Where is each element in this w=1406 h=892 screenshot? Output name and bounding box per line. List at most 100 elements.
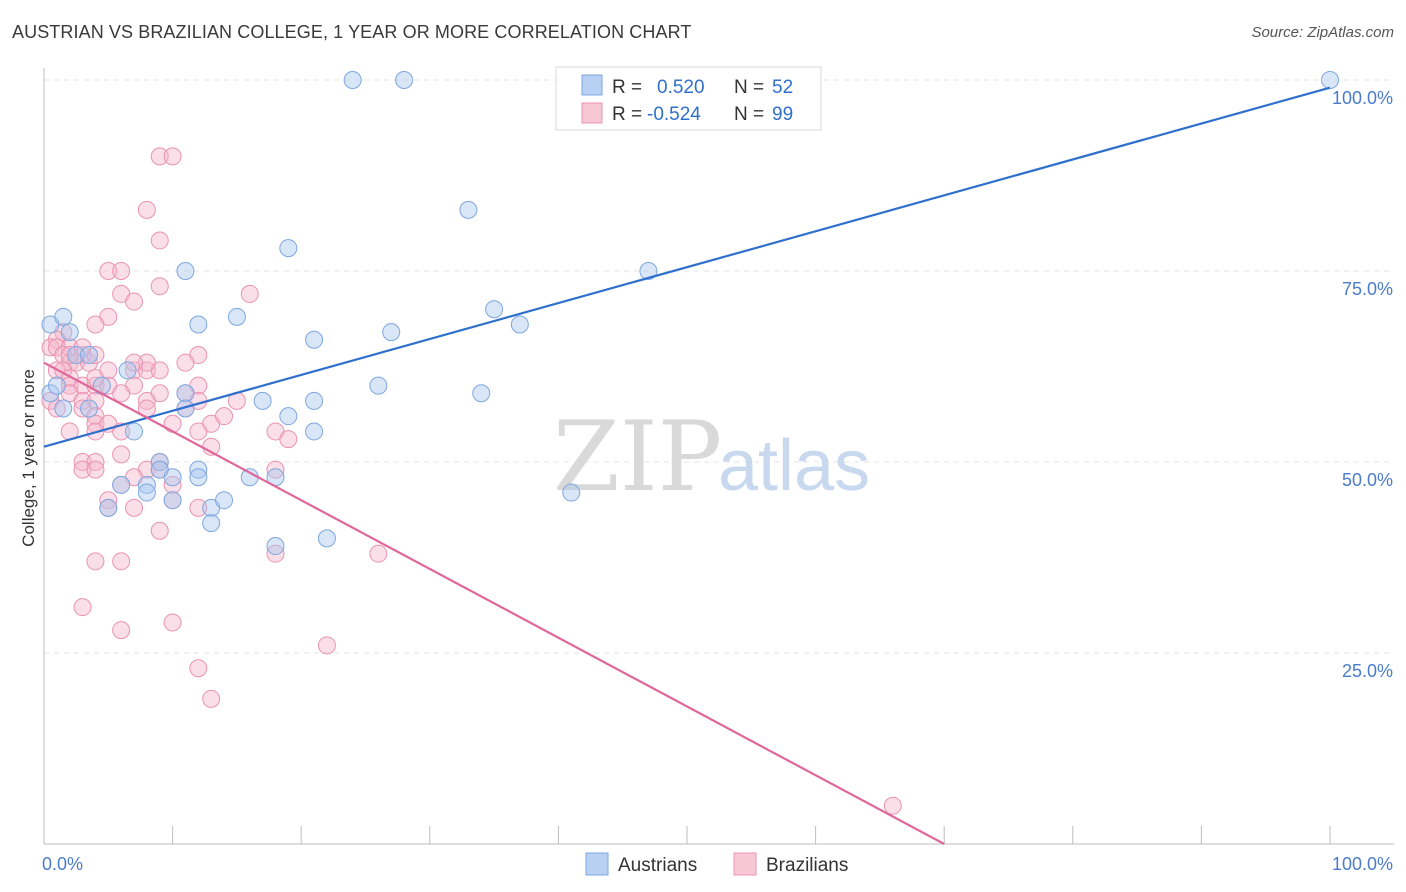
austrians-point-27 [80, 399, 99, 418]
austrians-r-label: R = [612, 77, 642, 98]
brazilians-point-80 [112, 552, 131, 571]
austrians-point-9 [54, 307, 73, 326]
brazilians-r-label: R = [612, 104, 642, 125]
x-tick-label-1: 100.0% [1332, 854, 1393, 874]
austrians-point-16 [510, 315, 529, 334]
grid-lines [44, 79, 1394, 654]
austrians-point-20 [118, 361, 137, 380]
austrians-point-33 [189, 460, 208, 479]
trend-lines [43, 86, 1331, 845]
austrians-point-1 [395, 71, 414, 89]
brazilians-point-7 [240, 284, 259, 303]
brazilians-n-label: N = [734, 104, 764, 125]
brazilians-point-90 [47, 399, 66, 418]
austrians-point-10 [60, 323, 79, 342]
austrians-n-label: N = [734, 77, 764, 98]
series-legend: Austrians Brazilians [585, 852, 848, 876]
austrians-bottom-label: Austrians [618, 855, 697, 876]
brazilians-point-76 [189, 498, 208, 517]
austrians-point-49 [41, 384, 60, 403]
austrians-point-23 [305, 391, 324, 410]
brazilians-point-43 [137, 391, 156, 410]
austrians-point-6 [176, 262, 195, 280]
austrians-point-26 [54, 399, 73, 418]
brazilians-point-84 [112, 621, 131, 640]
austrians-point-22 [253, 391, 272, 410]
brazilians-points [41, 147, 902, 815]
austrians-point-7 [639, 262, 658, 280]
austrians-point-38 [189, 468, 208, 487]
austrians-points [41, 71, 1339, 556]
austrians-point-44 [215, 491, 234, 510]
austrians-point-31 [305, 422, 324, 441]
austrians-point-12 [227, 307, 246, 326]
brazilians-point-78 [266, 544, 285, 563]
austrians-point-25 [472, 384, 491, 403]
brazilians-point-96 [125, 353, 144, 372]
austrians-point-5 [279, 239, 298, 258]
austrians-point-45 [202, 514, 221, 533]
austrians-r-value: 0.520 [657, 77, 705, 98]
brazilians-point-60 [112, 445, 131, 464]
brazilians-point-81 [86, 552, 105, 571]
brazilians-point-95 [112, 384, 131, 403]
austrians-point-17 [67, 346, 86, 365]
brazilians-point-49 [163, 414, 182, 433]
austrians-point-41 [137, 483, 156, 502]
watermark-zip: ZIP [553, 401, 722, 513]
brazilians-point-68 [266, 460, 285, 479]
austrians-point-32 [150, 453, 169, 471]
brazilians-point-85 [317, 636, 336, 655]
brazilians-point-31 [176, 353, 195, 372]
austrians-point-39 [112, 475, 131, 494]
correlation-legend: R = 0.520 N = 52 R = -0.524 N = 99 [555, 66, 822, 131]
austrians-point-13 [305, 330, 324, 349]
y-tick-label-2: 75.0% [1342, 279, 1393, 299]
axes [43, 68, 1394, 845]
brazilians-point-64 [73, 460, 92, 479]
source-label: Source: ZipAtlas.com [1251, 24, 1394, 41]
watermark-atlas: atlas [718, 426, 870, 506]
brazilians-n-value: 99 [772, 104, 793, 125]
austrians-point-47 [317, 529, 336, 548]
y-tick-label-1: 50.0% [1342, 470, 1393, 490]
austrians-point-34 [240, 468, 259, 487]
austrians-point-30 [125, 422, 144, 441]
brazilians-trend-line [43, 361, 945, 845]
brazilians-point-82 [73, 598, 92, 617]
brazilians-point-56 [189, 422, 208, 441]
austrians-point-2 [1321, 71, 1339, 89]
austrians-point-11 [189, 315, 208, 334]
austrians-point-29 [279, 407, 298, 426]
brazilians-point-5 [112, 262, 131, 280]
brazilians-point-79 [369, 544, 388, 563]
y-tick-label-3: 100.0% [1332, 88, 1393, 108]
brazilians-point-88 [883, 796, 902, 815]
brazilians-point-75 [125, 498, 144, 517]
brazilians-point-87 [202, 689, 221, 708]
brazilians-point-3 [150, 231, 169, 250]
austrians-point-42 [99, 498, 118, 517]
brazilians-point-30 [137, 353, 156, 372]
brazilians-point-77 [150, 521, 169, 540]
brazilians-point-65 [86, 460, 105, 479]
austrians-bottom-swatch [585, 852, 609, 876]
austrians-point-18 [80, 346, 99, 365]
brazilians-point-72 [99, 491, 118, 510]
austrians-legend-swatch [581, 74, 603, 96]
brazilians-point-98 [215, 407, 234, 426]
brazilians-point-11 [86, 315, 105, 334]
austrians-point-15 [485, 300, 504, 319]
austrians-trend-line [43, 86, 1331, 448]
austrians-point-37 [163, 468, 182, 487]
x-tick-labels: 0.0% 100.0% [42, 854, 1393, 874]
x-tick-label-0: 0.0% [42, 854, 83, 874]
brazilians-point-86 [189, 659, 208, 678]
brazilians-point-1 [163, 147, 182, 166]
austrians-point-40 [137, 475, 156, 494]
brazilians-bottom-label: Brazilians [766, 855, 848, 876]
brazilians-point-41 [73, 391, 92, 410]
brazilians-legend-swatch [581, 102, 603, 124]
brazilians-r-value: -0.524 [647, 104, 701, 125]
